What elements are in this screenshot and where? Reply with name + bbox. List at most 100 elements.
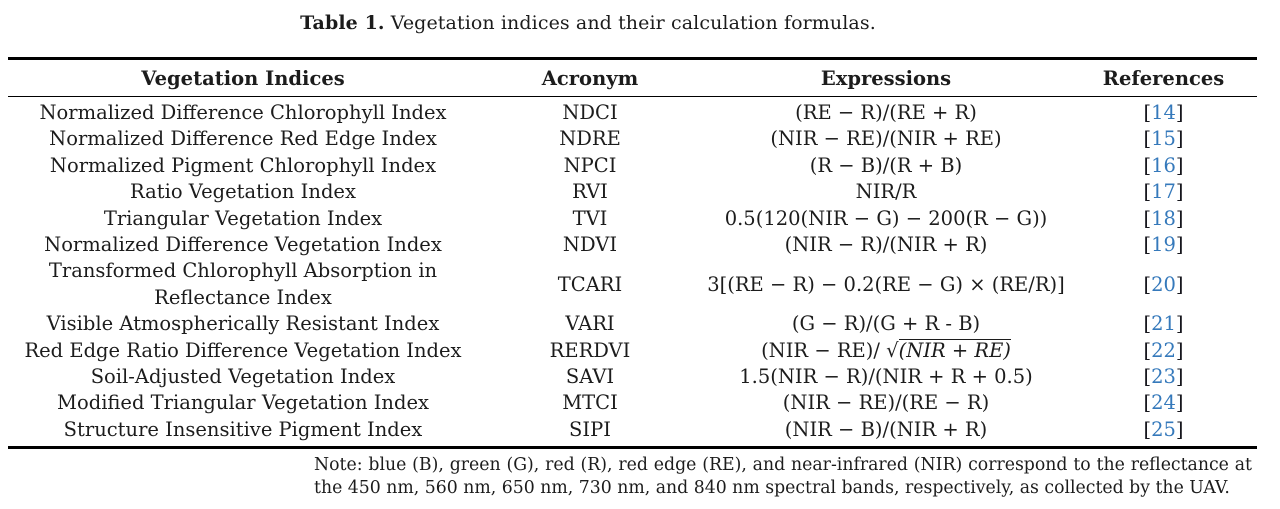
reference-cell: [19]	[1070, 232, 1257, 258]
reference-link[interactable]: 17	[1151, 180, 1176, 204]
acronym-value: RVI	[572, 180, 608, 204]
table-row: Modified Triangular Vegetation Index MTCI…	[8, 390, 1257, 416]
reference-open-bracket: [	[1143, 417, 1152, 441]
vegetation-index-name: Modified Triangular Vegetation Index	[57, 391, 429, 415]
reference-open-bracket: [	[1143, 312, 1152, 336]
reference-close-bracket: ]	[1175, 101, 1184, 124]
table-header-row: Vegetation Indices Acronym Expressions R…	[8, 58, 1257, 97]
reference-cell: [23]	[1070, 364, 1257, 390]
square-root-radicand: (NIR + RE)	[898, 338, 1011, 362]
reference-open-bracket: [	[1143, 233, 1152, 257]
acronym-value: SIPI	[569, 417, 611, 441]
vegetation-index-name: Structure Insensitive Pigment Index	[63, 417, 423, 441]
acronym-value: NDRE	[559, 127, 621, 151]
expression-formula: (G − R)/(G + R - B)	[791, 312, 981, 336]
reference-close-bracket: ]	[1175, 272, 1184, 296]
reference-cell: [16]	[1070, 153, 1257, 179]
reference-cell: [22]	[1070, 338, 1257, 364]
reference-cell: [25]	[1070, 417, 1257, 448]
table-row: Normalized Pigment Chlorophyll Index NPCI…	[8, 153, 1257, 179]
reference-link[interactable]: 22	[1151, 338, 1176, 362]
table-caption: Table 1. Vegetation indices and their ca…	[8, 12, 1168, 34]
table-wrapper: Vegetation Indices Acronym Expressions R…	[8, 57, 1257, 450]
table-row: Normalized Difference Red Edge Index NDRE…	[8, 126, 1257, 152]
vegetation-index-name: Transformed Chlorophyll Absorption in Re…	[48, 259, 438, 309]
reference-link[interactable]: 20	[1151, 272, 1176, 296]
reference-close-bracket: ]	[1175, 180, 1184, 204]
expression-formula: (NIR − RE)/(RE − R)	[782, 391, 990, 415]
col-header-references: References	[1070, 58, 1257, 97]
expression-formula: 0.5(120(NIR − G) − 200(R − G))	[724, 206, 1048, 230]
reference-link[interactable]: 16	[1151, 153, 1176, 177]
reference-close-bracket: ]	[1175, 365, 1184, 389]
col-header-expressions: Expressions	[702, 58, 1070, 97]
table-row: Transformed Chlorophyll Absorption in Re…	[8, 258, 1257, 311]
reference-link[interactable]: 25	[1151, 417, 1176, 441]
reference-cell: [18]	[1070, 206, 1257, 232]
reference-close-bracket: ]	[1175, 417, 1184, 441]
acronym-value: TCARI	[557, 272, 623, 296]
expression-formula: (NIR − RE)/ √(NIR + RE)	[761, 338, 1011, 362]
reference-close-bracket: ]	[1175, 338, 1184, 362]
table-row: Structure Insensitive Pigment Index SIPI (…	[8, 417, 1257, 448]
table-row: Normalized Difference Chlorophyll Index N…	[8, 97, 1257, 127]
vegetation-index-name: Triangular Vegetation Index	[103, 206, 383, 230]
vegetation-index-name: Red Edge Ratio Difference Vegetation Ind…	[24, 338, 462, 362]
reference-link[interactable]: 14	[1151, 101, 1176, 124]
reference-close-bracket: ]	[1175, 312, 1184, 336]
reference-link[interactable]: 21	[1151, 312, 1176, 336]
reference-cell: [24]	[1070, 390, 1257, 416]
acronym-value: NPCI	[563, 153, 617, 177]
reference-open-bracket: [	[1143, 206, 1152, 230]
expression-formula: (RE − R)/(RE + R)	[795, 101, 977, 124]
table-footnote: Note: blue (B), green (G), red (R), red …	[314, 455, 1252, 498]
reference-cell: [15]	[1070, 126, 1257, 152]
reference-open-bracket: [	[1143, 153, 1152, 177]
table-body: Normalized Difference Chlorophyll Index N…	[8, 97, 1257, 448]
vegetation-index-name: Soil-Adjusted Vegetation Index	[90, 365, 396, 389]
table-row: Triangular Vegetation Index TVI 0.5(120(NI…	[8, 206, 1257, 232]
acronym-value: VARI	[565, 312, 615, 336]
expression-formula: NIR/R	[855, 180, 917, 204]
reference-open-bracket: [	[1143, 365, 1152, 389]
reference-close-bracket: ]	[1175, 391, 1184, 415]
expression-formula: (R − B)/(R + B)	[809, 153, 963, 177]
expression-formula: 3[(RE − R) − 0.2(RE − G) × (RE/R)]	[707, 272, 1065, 296]
vegetation-index-name: Normalized Difference Red Edge Index	[49, 127, 437, 151]
col-header-acronym: Acronym	[478, 58, 702, 97]
table-row: Ratio Vegetation Index RVI NIR/R [17]	[8, 179, 1257, 205]
reference-open-bracket: [	[1143, 272, 1152, 296]
acronym-value: NDVI	[562, 233, 618, 257]
reference-close-bracket: ]	[1175, 206, 1184, 230]
acronym-value: SAVI	[565, 365, 615, 389]
vegetation-indices-table: Vegetation Indices Acronym Expressions R…	[8, 57, 1257, 450]
acronym-value: MTCI	[562, 391, 618, 415]
col-header-vegetation-indices: Vegetation Indices	[8, 58, 478, 97]
reference-link[interactable]: 24	[1151, 391, 1176, 415]
reference-open-bracket: [	[1143, 101, 1152, 124]
reference-close-bracket: ]	[1175, 127, 1184, 151]
reference-link[interactable]: 19	[1151, 233, 1176, 257]
reference-link[interactable]: 18	[1151, 206, 1176, 230]
table-row: Visible Atmospherically Resistant Index V…	[8, 311, 1257, 337]
table-caption-label: Table 1.	[300, 12, 385, 34]
reference-close-bracket: ]	[1175, 233, 1184, 257]
reference-cell: [14]	[1070, 97, 1257, 127]
square-root-symbol: √	[886, 338, 899, 362]
vegetation-index-name: Normalized Difference Vegetation Index	[44, 233, 442, 257]
table-row: Red Edge Ratio Difference Vegetation Ind…	[8, 338, 1257, 364]
expression-formula: (NIR − RE)/(NIR + RE)	[770, 127, 1002, 151]
reference-cell: [20]	[1070, 258, 1257, 311]
acronym-value: RERDVI	[549, 338, 631, 362]
reference-close-bracket: ]	[1175, 153, 1184, 177]
table-caption-text: Vegetation indices and their calculation…	[384, 12, 876, 34]
reference-cell: [21]	[1070, 311, 1257, 337]
reference-link[interactable]: 23	[1151, 365, 1176, 389]
expression-formula: (NIR − B)/(NIR + R)	[784, 417, 988, 441]
vegetation-index-name: Visible Atmospherically Resistant Index	[46, 312, 440, 336]
reference-open-bracket: [	[1143, 338, 1152, 362]
reference-open-bracket: [	[1143, 391, 1152, 415]
vegetation-index-name: Ratio Vegetation Index	[130, 180, 356, 204]
expression-formula: (NIR − R)/(NIR + R)	[784, 233, 988, 257]
reference-link[interactable]: 15	[1151, 127, 1176, 151]
